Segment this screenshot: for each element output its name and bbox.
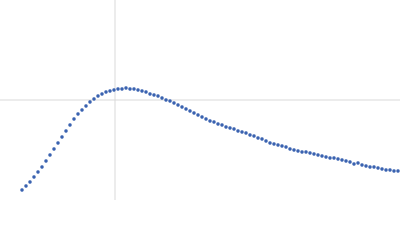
point: [328, 156, 332, 160]
point: [148, 92, 152, 96]
point: [244, 131, 248, 135]
point: [324, 155, 328, 159]
point: [120, 87, 124, 91]
point: [336, 157, 340, 161]
point: [208, 119, 212, 123]
point: [360, 163, 364, 167]
point: [88, 100, 92, 104]
point: [112, 88, 116, 92]
point: [216, 122, 220, 126]
point: [280, 144, 284, 148]
point: [200, 115, 204, 119]
point: [332, 156, 336, 160]
point: [180, 105, 184, 109]
point: [56, 141, 60, 145]
point: [72, 117, 76, 121]
point: [384, 168, 388, 172]
point: [240, 130, 244, 134]
point: [28, 180, 32, 184]
point: [364, 164, 368, 168]
point: [296, 149, 300, 153]
point: [24, 184, 28, 188]
chart: [0, 0, 400, 200]
point: [140, 89, 144, 93]
point: [376, 166, 380, 170]
point: [372, 165, 376, 169]
point: [344, 159, 348, 163]
point: [220, 123, 224, 127]
point: [248, 133, 252, 137]
point: [116, 87, 120, 91]
point: [232, 127, 236, 131]
point: [300, 150, 304, 154]
point: [276, 143, 280, 147]
point: [264, 139, 268, 143]
point: [312, 152, 316, 156]
point: [160, 96, 164, 100]
point: [224, 125, 228, 129]
point: [64, 129, 68, 133]
point: [176, 103, 180, 107]
point: [396, 169, 400, 173]
point: [320, 154, 324, 158]
point: [104, 90, 108, 94]
point: [132, 87, 136, 91]
point: [252, 134, 256, 138]
point: [368, 165, 372, 169]
point: [212, 120, 216, 124]
point: [108, 89, 112, 93]
point: [76, 112, 80, 116]
point: [124, 86, 128, 90]
point: [36, 170, 40, 174]
point: [236, 129, 240, 133]
point: [304, 150, 308, 154]
point: [32, 175, 36, 179]
point: [184, 107, 188, 111]
point: [128, 87, 132, 91]
point: [60, 135, 64, 139]
point: [144, 90, 148, 94]
point: [228, 126, 232, 130]
point: [340, 158, 344, 162]
point: [348, 160, 352, 164]
point: [356, 161, 360, 165]
point: [20, 188, 24, 192]
point: [316, 153, 320, 157]
point: [68, 123, 72, 127]
point: [392, 169, 396, 173]
point: [40, 165, 44, 169]
point: [172, 101, 176, 105]
point: [168, 99, 172, 103]
point: [256, 136, 260, 140]
point: [96, 94, 100, 98]
point: [188, 109, 192, 113]
point: [380, 167, 384, 171]
point: [268, 141, 272, 145]
point: [80, 108, 84, 112]
point: [152, 93, 156, 97]
point: [196, 113, 200, 117]
point: [156, 94, 160, 98]
point: [288, 147, 292, 151]
point: [260, 137, 264, 141]
point: [292, 148, 296, 152]
point: [52, 147, 56, 151]
point: [352, 162, 356, 166]
point: [100, 92, 104, 96]
point: [44, 159, 48, 163]
point: [164, 98, 168, 102]
point: [84, 104, 88, 108]
point: [284, 145, 288, 149]
point: [48, 153, 52, 157]
point: [272, 142, 276, 146]
point: [136, 88, 140, 92]
point: [92, 97, 96, 101]
point: [308, 151, 312, 155]
point: [192, 111, 196, 115]
point: [388, 168, 392, 172]
point: [204, 117, 208, 121]
